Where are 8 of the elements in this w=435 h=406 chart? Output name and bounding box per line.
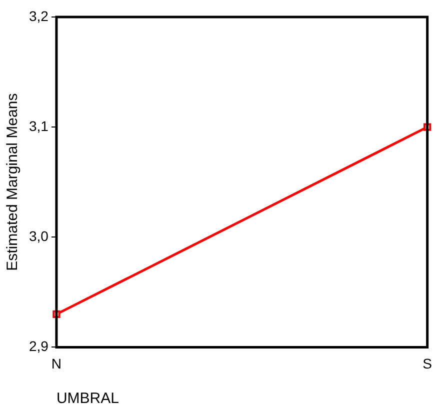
y-axis-title: Estimated Marginal Means <box>4 93 22 271</box>
y-tick-label: 3,1 <box>28 118 49 134</box>
x-tick-label: N <box>51 355 62 372</box>
x-tick-label: S <box>422 355 432 372</box>
x-axis-title: UMBRAL <box>56 390 119 406</box>
y-tick-label: 3,2 <box>28 8 49 24</box>
y-tick-label: 3,0 <box>28 228 49 244</box>
y-tick-label: 2,9 <box>28 338 49 354</box>
